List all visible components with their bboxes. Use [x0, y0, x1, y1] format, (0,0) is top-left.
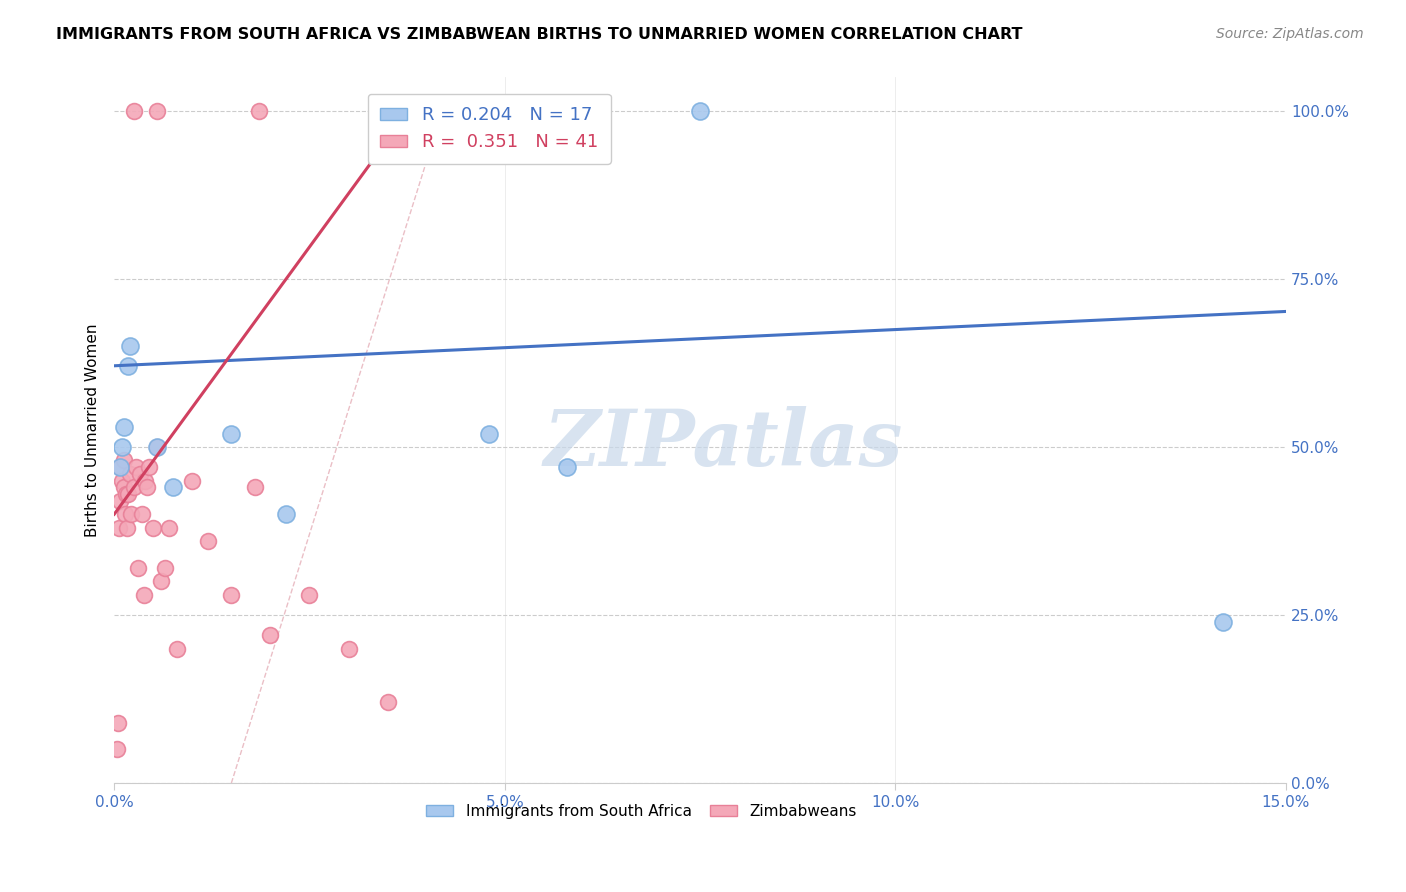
- Point: [478, 426, 501, 441]
- Point: [138, 460, 160, 475]
- Point: [114, 508, 136, 522]
- Point: [108, 460, 131, 475]
- Point: [132, 588, 155, 602]
- Point: [298, 588, 321, 602]
- Point: [157, 521, 180, 535]
- Point: [146, 103, 169, 118]
- Point: [197, 534, 219, 549]
- Point: [247, 103, 270, 118]
- Point: [108, 521, 131, 535]
- Point: [166, 641, 188, 656]
- Point: [105, 742, 128, 756]
- Point: [274, 508, 297, 522]
- Point: [181, 474, 204, 488]
- Point: [377, 695, 399, 709]
- Point: [110, 493, 132, 508]
- Point: [555, 103, 578, 118]
- Point: [146, 440, 169, 454]
- Point: [111, 440, 134, 454]
- Point: [112, 480, 135, 494]
- Point: [146, 440, 169, 454]
- Point: [112, 453, 135, 467]
- Point: [117, 487, 139, 501]
- Point: [111, 474, 134, 488]
- Point: [555, 460, 578, 475]
- Point: [117, 521, 139, 535]
- Point: [134, 474, 156, 488]
- Point: [122, 480, 145, 494]
- Point: [221, 426, 243, 441]
- Point: [221, 588, 243, 602]
- Point: [112, 420, 135, 434]
- Point: [117, 359, 139, 374]
- Point: [150, 574, 173, 589]
- Text: ZIPatlas: ZIPatlas: [544, 406, 903, 483]
- Point: [129, 467, 152, 481]
- Point: [127, 561, 149, 575]
- Point: [1212, 615, 1234, 629]
- Point: [153, 561, 176, 575]
- Y-axis label: Births to Unmarried Women: Births to Unmarried Women: [86, 324, 100, 537]
- Point: [131, 508, 153, 522]
- Text: Source: ZipAtlas.com: Source: ZipAtlas.com: [1216, 27, 1364, 41]
- Point: [118, 339, 141, 353]
- Point: [115, 487, 138, 501]
- Text: IMMIGRANTS FROM SOUTH AFRICA VS ZIMBABWEAN BIRTHS TO UNMARRIED WOMEN CORRELATION: IMMIGRANTS FROM SOUTH AFRICA VS ZIMBABWE…: [56, 27, 1022, 42]
- Point: [142, 521, 165, 535]
- Point: [337, 641, 360, 656]
- Point: [122, 103, 145, 118]
- Point: [120, 508, 142, 522]
- Point: [259, 628, 281, 642]
- Point: [689, 103, 711, 118]
- Point: [509, 103, 531, 118]
- Point: [162, 480, 184, 494]
- Legend: Immigrants from South Africa, Zimbabweans: Immigrants from South Africa, Zimbabwean…: [420, 797, 863, 825]
- Point: [110, 460, 132, 475]
- Point: [377, 103, 399, 118]
- Point: [118, 467, 141, 481]
- Point: [415, 103, 437, 118]
- Point: [136, 480, 159, 494]
- Point: [107, 715, 129, 730]
- Point: [243, 480, 266, 494]
- Point: [125, 460, 148, 475]
